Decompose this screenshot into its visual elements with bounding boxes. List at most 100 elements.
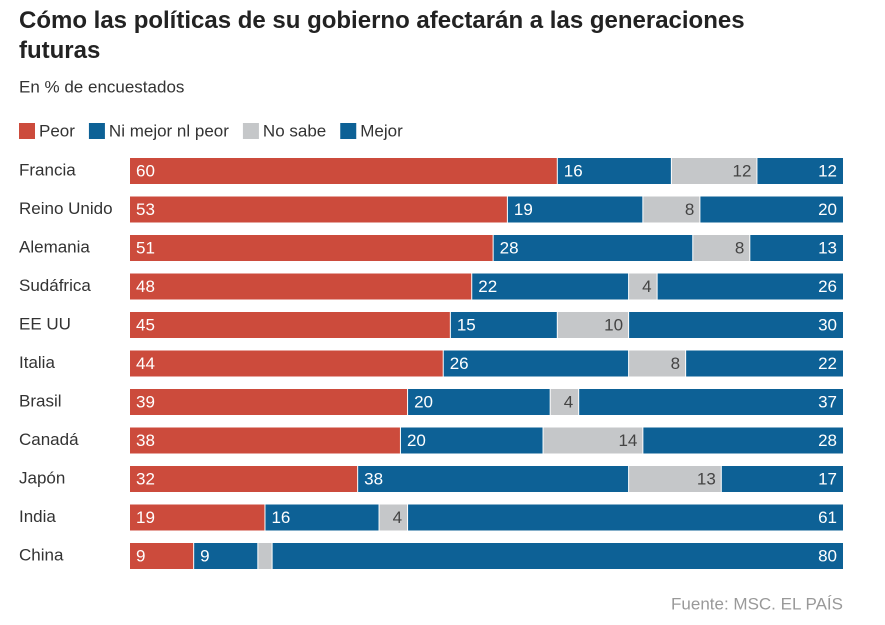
data-label: 20: [818, 200, 837, 219]
bar-segment: [700, 196, 843, 223]
legend-label: Peor: [39, 121, 75, 140]
y-tick-label: China: [19, 545, 64, 564]
data-label: 38: [136, 431, 155, 450]
data-label: 4: [393, 508, 402, 527]
data-label: 15: [457, 315, 476, 334]
y-tick-label: Alemania: [19, 237, 90, 256]
bar-segment: [643, 196, 700, 223]
bar-segment: [629, 350, 686, 377]
bar-segment: [643, 427, 843, 454]
bar-segment: [408, 389, 550, 415]
data-label: 9: [136, 546, 145, 565]
bar-segment: [629, 273, 657, 300]
data-label: 8: [735, 238, 744, 257]
source: Fuente: MSC. EL PAÍS: [671, 594, 843, 613]
data-label: 30: [818, 315, 837, 334]
data-label: 38: [364, 469, 383, 488]
chart-title: Cómo las políticas de su gobierno afecta…: [19, 7, 745, 64]
bar-segment: [130, 235, 493, 261]
legend-swatch: [88, 123, 105, 139]
data-label: 10: [604, 315, 623, 334]
data-label: 22: [478, 277, 497, 296]
y-tick-label: Sudáfrica: [19, 276, 91, 295]
bar-segment: [258, 543, 272, 569]
data-label: 44: [136, 354, 155, 373]
data-label: 26: [818, 277, 837, 296]
bar-segment: [130, 466, 358, 492]
legend-label: Mejor: [360, 121, 403, 140]
bar-segment: [130, 273, 472, 300]
y-tick-label: India: [19, 507, 56, 526]
bar-segment: [130, 389, 408, 415]
data-label: 22: [818, 354, 837, 373]
data-label: 53: [136, 200, 155, 219]
bar-segment: [194, 543, 258, 569]
data-label: 12: [733, 161, 752, 180]
bar-segment: [130, 543, 194, 569]
data-label: 61: [818, 508, 837, 527]
bar-segment: [472, 273, 629, 300]
bar-segment: [507, 196, 643, 223]
data-label: 37: [818, 392, 837, 411]
bar-segment: [657, 273, 843, 300]
legend-swatch: [19, 123, 35, 139]
bar-segment: [408, 504, 843, 531]
data-label: 14: [618, 431, 637, 450]
bar-segment: [686, 350, 843, 377]
data-label: 19: [514, 200, 533, 219]
bar-segment: [557, 312, 629, 338]
data-label: 28: [818, 431, 837, 450]
legend-label: Ni mejor nl peor: [109, 121, 229, 140]
data-label: 32: [136, 469, 155, 488]
bar-segment: [629, 312, 843, 338]
bar-segment: [265, 504, 379, 531]
bar-segment: [450, 312, 557, 338]
y-tick-label: Brasil: [19, 391, 62, 410]
data-label: 39: [136, 392, 155, 411]
bar-segment: [443, 350, 629, 377]
bar-segment: [130, 312, 450, 338]
bar-segment: [130, 504, 265, 531]
bar-segment: [493, 235, 693, 261]
y-tick-label: Francia: [19, 160, 76, 179]
data-label: 13: [818, 238, 837, 257]
data-label: 28: [500, 238, 519, 257]
bar-segment: [130, 158, 557, 184]
data-label: 16: [271, 508, 290, 527]
bar-segment: [757, 158, 843, 184]
y-tick-label: EE UU: [19, 314, 71, 333]
legend-swatch: [242, 123, 259, 139]
bar-segment: [130, 196, 507, 223]
bar-segment: [543, 427, 643, 454]
y-tick-label: Italia: [19, 353, 55, 372]
data-label: 26: [450, 354, 469, 373]
bar-segment: [750, 235, 843, 261]
legend-label: No sabe: [263, 121, 326, 140]
data-label: 12: [818, 161, 837, 180]
y-tick-label: Reino Unido: [19, 199, 113, 218]
data-label: 4: [564, 392, 573, 411]
bar-segment: [550, 389, 579, 415]
y-tick-label: Canadá: [19, 430, 79, 449]
bar-segment: [358, 466, 629, 492]
bar-segment: [130, 427, 400, 454]
data-label: 8: [671, 354, 680, 373]
data-label: 20: [414, 392, 433, 411]
data-label: 13: [697, 469, 716, 488]
data-label: 45: [136, 315, 155, 334]
bar-segment: [671, 158, 757, 184]
data-label: 80: [818, 546, 837, 565]
chart-subtitle: En % de encuestados: [19, 77, 184, 96]
data-label: 4: [642, 277, 651, 296]
bar-segment: [400, 427, 543, 454]
y-tick-label: Japón: [19, 468, 65, 487]
bar-segment: [721, 466, 843, 492]
legend-swatch: [340, 123, 357, 139]
data-label: 60: [136, 161, 155, 180]
bar-segment: [693, 235, 750, 261]
data-label: 9: [200, 546, 209, 565]
bar-segment: [130, 350, 443, 377]
bar-segment: [557, 158, 671, 184]
